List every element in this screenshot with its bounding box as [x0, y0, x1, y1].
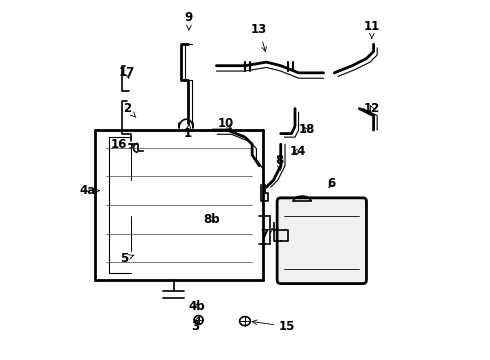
Text: 1: 1	[184, 124, 192, 140]
Text: 3: 3	[191, 317, 199, 333]
Text: 8b: 8b	[203, 213, 220, 226]
Text: 14: 14	[290, 145, 306, 158]
Text: 6: 6	[327, 177, 336, 190]
Text: 7: 7	[261, 228, 273, 241]
Text: 4a: 4a	[80, 184, 99, 197]
Text: 10: 10	[217, 117, 233, 130]
Text: 17: 17	[119, 66, 135, 79]
Text: 18: 18	[298, 123, 315, 136]
FancyBboxPatch shape	[277, 198, 367, 284]
Text: 9: 9	[185, 11, 193, 30]
Text: 12: 12	[364, 102, 380, 115]
Text: 16: 16	[111, 138, 134, 151]
Text: 8: 8	[275, 154, 283, 170]
Text: 4b: 4b	[189, 300, 205, 313]
Text: 15: 15	[252, 320, 295, 333]
Text: 2: 2	[123, 102, 136, 117]
Text: 13: 13	[251, 23, 268, 51]
Text: 5: 5	[120, 252, 134, 265]
Text: 11: 11	[364, 20, 380, 39]
